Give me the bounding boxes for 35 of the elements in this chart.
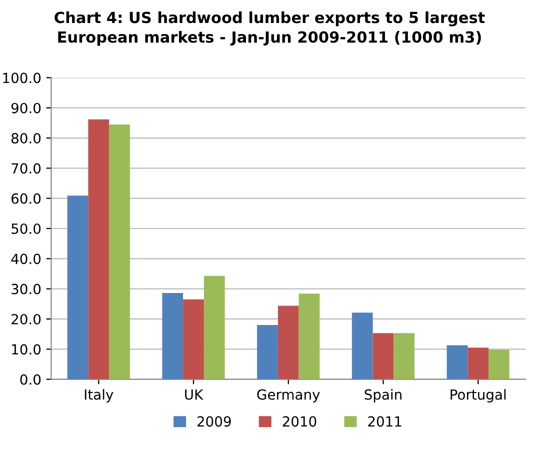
y-tick-label: 0.0: [20, 374, 41, 385]
bar: [468, 348, 489, 380]
bar: [162, 293, 184, 380]
chart-title: Chart 4: US hardwood lumber exports to 5 largest European markets - Jan-Jun 2009-2011 (1000 m3): [54, 11, 485, 46]
y-tick-label: 100.0: [3, 72, 41, 84]
bar: [394, 333, 415, 380]
legend-label: 2009: [197, 416, 231, 427]
bar: [488, 350, 510, 380]
bar: [446, 345, 468, 380]
y-tick-label: 60.0: [12, 193, 41, 204]
bar: [352, 312, 373, 380]
legend-label: 2010: [282, 416, 316, 427]
bar: [298, 294, 320, 380]
bar: [257, 325, 278, 380]
y-tick-label: 10.0: [12, 344, 41, 355]
y-tick-label: 70.0: [12, 163, 41, 174]
y-tick-label: 80.0: [12, 132, 41, 144]
y-tick-label: 40.0: [11, 254, 41, 264]
y-tick-label: 50.0: [12, 223, 41, 234]
x-tick-label: Germany: [257, 389, 320, 402]
legend-label: 2011: [368, 416, 402, 427]
bar: [204, 276, 225, 380]
x-tick-label: Portugal: [450, 389, 506, 402]
x-tick-label: UK: [185, 389, 204, 400]
y-tick-label: 30.0: [12, 284, 41, 294]
bar: [183, 299, 204, 380]
bar: [88, 119, 110, 380]
y-tick-label: 90.0: [11, 102, 41, 114]
x-tick-label: Spain: [364, 389, 402, 402]
bar: [109, 124, 130, 380]
bar: [278, 306, 299, 380]
bar: [67, 196, 88, 380]
x-tick-label: Italy: [84, 389, 114, 402]
y-tick-label: 20.0: [12, 314, 41, 324]
bar: [372, 333, 394, 380]
